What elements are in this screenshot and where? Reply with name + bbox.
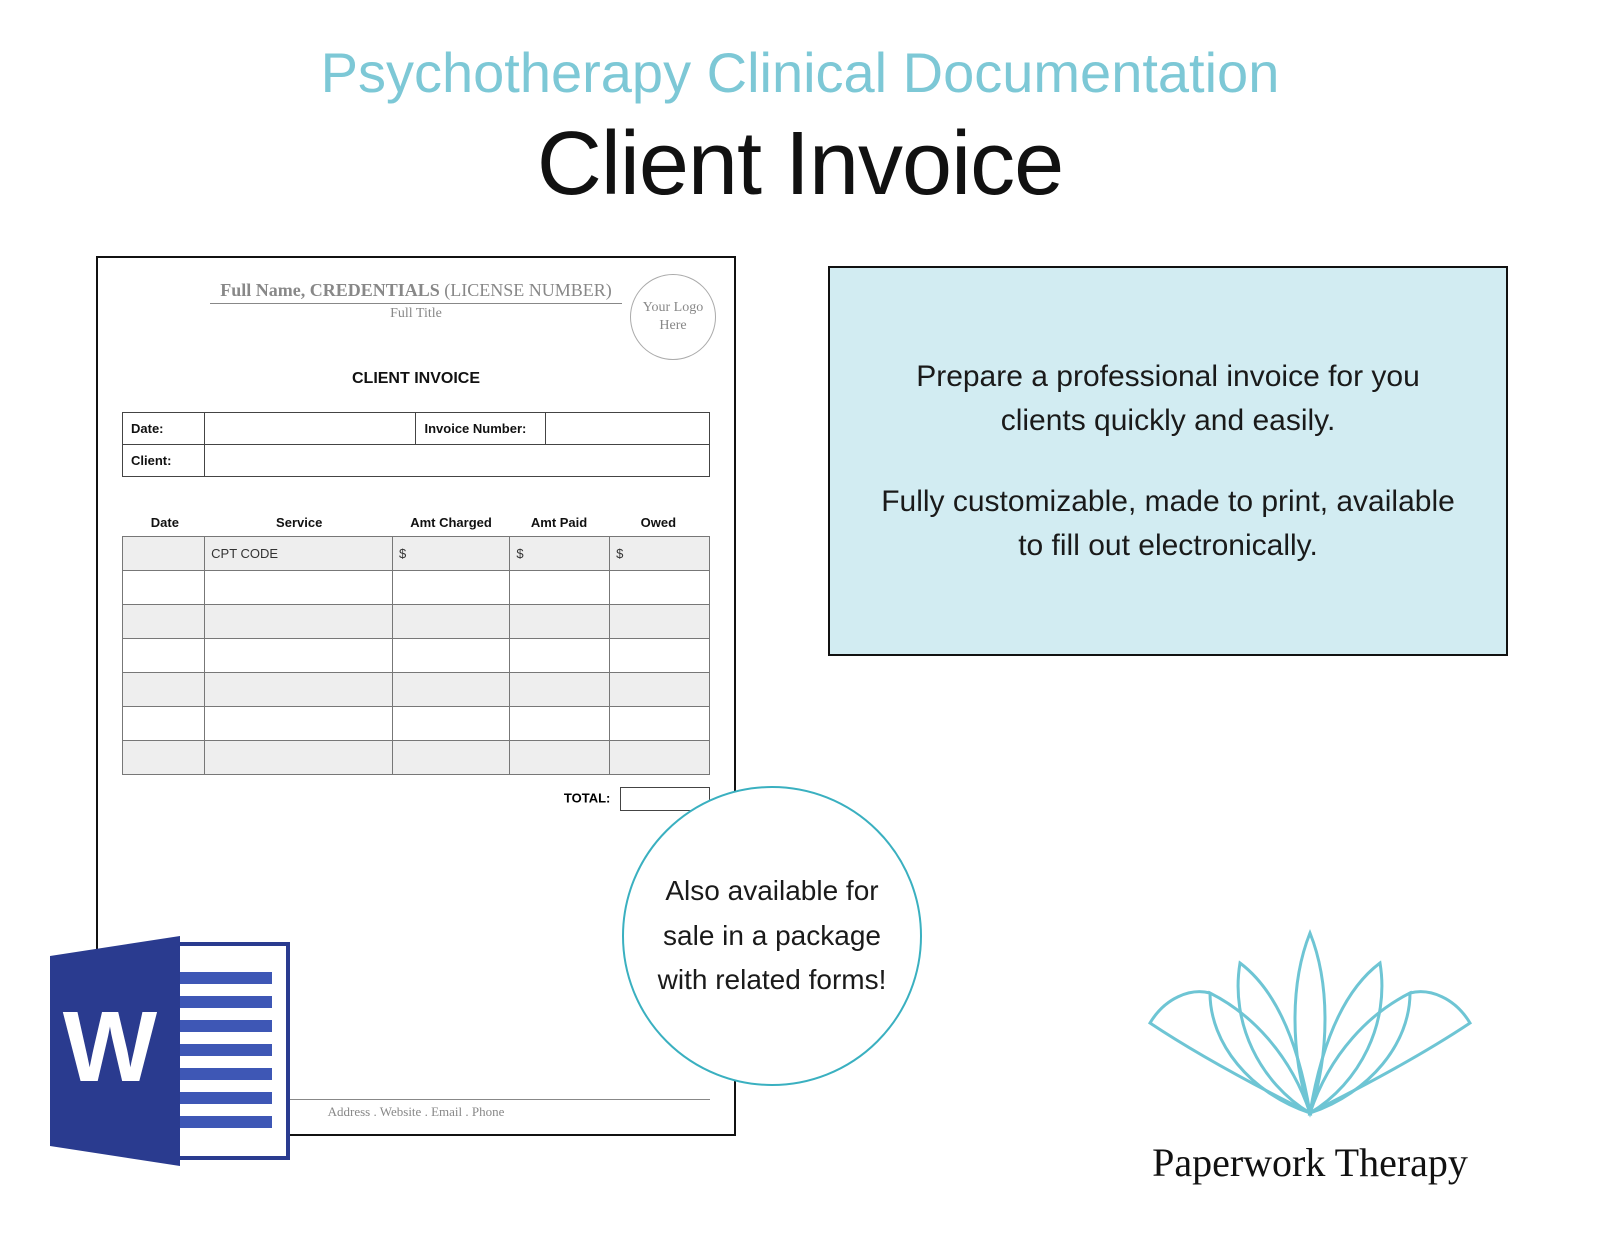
brand-name: Paperwork Therapy bbox=[1080, 1139, 1540, 1186]
description-p2: Fully customizable, made to print, avail… bbox=[870, 480, 1466, 567]
invoice-number-value bbox=[545, 413, 709, 445]
doc-license: (LICENSE NUMBER) bbox=[440, 280, 612, 300]
table-row bbox=[123, 639, 710, 673]
services-header: Date Service Amt Charged Amt Paid Owed bbox=[122, 515, 710, 536]
services-section: Date Service Amt Charged Amt Paid Owed C… bbox=[122, 515, 710, 811]
col-date: Date bbox=[124, 515, 206, 530]
cell-service: CPT CODE bbox=[205, 537, 393, 571]
client-label: Client: bbox=[123, 445, 205, 477]
cell-amt-charged: $ bbox=[393, 537, 510, 571]
page-subtitle: Psychotherapy Clinical Documentation bbox=[0, 0, 1600, 105]
invoice-info-table: Date: Invoice Number: Client: bbox=[122, 412, 710, 477]
content-area: Full Name, CREDENTIALS (LICENSE NUMBER) … bbox=[0, 216, 1600, 1216]
col-amt-paid: Amt Paid bbox=[509, 515, 608, 530]
total-label: TOTAL: bbox=[564, 790, 610, 805]
cell-owed: $ bbox=[610, 537, 710, 571]
lotus-icon bbox=[1140, 903, 1480, 1133]
logo-placeholder: Your Logo Here bbox=[630, 274, 716, 360]
invoice-number-label: Invoice Number: bbox=[416, 413, 545, 445]
doc-name-line: Full Name, CREDENTIALS (LICENSE NUMBER) bbox=[122, 280, 710, 301]
date-value bbox=[205, 413, 416, 445]
table-row bbox=[123, 605, 710, 639]
table-row bbox=[123, 571, 710, 605]
table-row bbox=[123, 741, 710, 775]
table-row bbox=[123, 673, 710, 707]
description-panel: Prepare a professional invoice for you c… bbox=[828, 266, 1508, 656]
col-service: Service bbox=[206, 515, 393, 530]
package-callout: Also available for sale in a package wit… bbox=[622, 786, 922, 1086]
total-row: TOTAL: bbox=[122, 787, 710, 811]
doc-subtitle: Full Title bbox=[210, 303, 622, 322]
word-letter: W bbox=[63, 991, 158, 1103]
doc-credentials: CREDENTIALS bbox=[310, 280, 440, 300]
doc-section-title: CLIENT INVOICE bbox=[122, 370, 710, 388]
doc-name-prefix: Full Name, bbox=[220, 280, 310, 300]
date-label: Date: bbox=[123, 413, 205, 445]
word-icon: W bbox=[40, 926, 300, 1176]
page-title: Client Invoice bbox=[0, 113, 1600, 216]
description-p1: Prepare a professional invoice for you c… bbox=[870, 355, 1466, 442]
cell-amt-paid: $ bbox=[510, 537, 610, 571]
doc-letterhead: Full Name, CREDENTIALS (LICENSE NUMBER) … bbox=[122, 280, 710, 322]
brand-block: Paperwork Therapy bbox=[1080, 903, 1540, 1186]
services-table: CPT CODE $ $ $ bbox=[122, 536, 710, 775]
table-row: CPT CODE $ $ $ bbox=[123, 537, 710, 571]
col-owed: Owed bbox=[609, 515, 708, 530]
col-amt-charged: Amt Charged bbox=[393, 515, 510, 530]
client-value bbox=[205, 445, 710, 477]
table-row bbox=[123, 707, 710, 741]
